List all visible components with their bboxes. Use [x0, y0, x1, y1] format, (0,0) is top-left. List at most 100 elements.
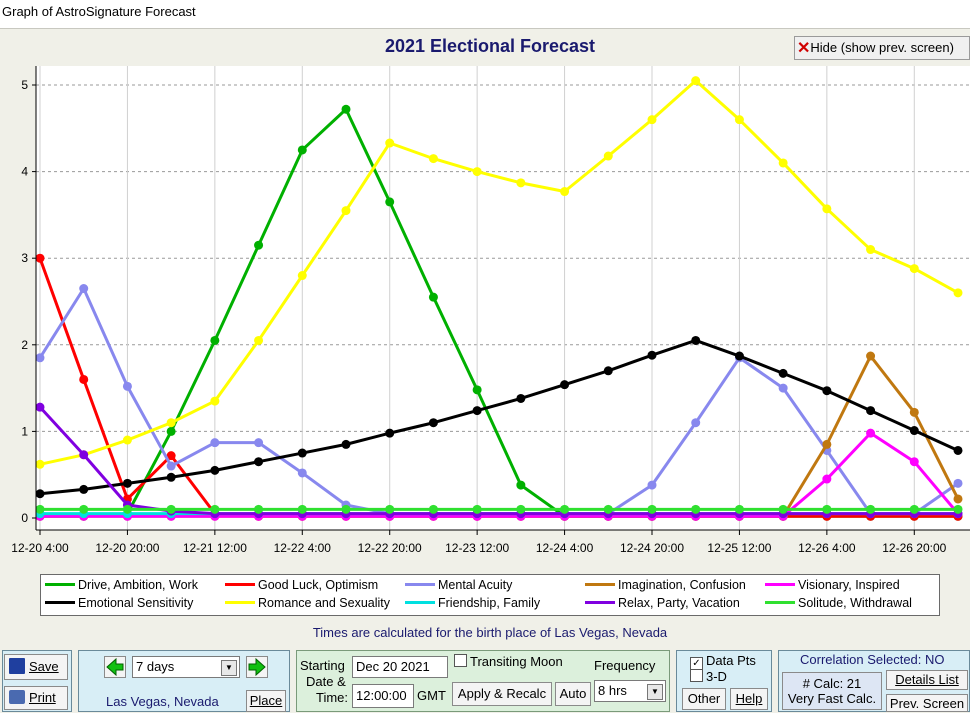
legend-label: Mental Acuity	[438, 578, 513, 592]
legend-entry: Good Luck, Optimism	[225, 578, 378, 592]
details-list-button[interactable]: Details List	[886, 670, 968, 690]
prev-screen-button[interactable]: Prev. Screen	[886, 694, 968, 712]
data-point-drive-ambition-work	[428, 292, 438, 302]
data-point-solitude-withdrawal	[691, 504, 701, 514]
next-period-button[interactable]	[246, 656, 268, 678]
y-tick-label: 1	[21, 424, 28, 438]
chart-title: 2021 Electional Forecast	[384, 36, 596, 56]
data-point-solitude-withdrawal	[734, 504, 744, 514]
three-d-checkbox[interactable]: 3-D	[690, 669, 727, 684]
data-point-romance-and-sexuality	[866, 245, 876, 255]
legend-entry: Solitude, Withdrawal	[765, 596, 912, 610]
data-point-emotional-sensitivity	[691, 335, 701, 345]
help-button-label: Help	[735, 691, 763, 706]
legend-swatch	[45, 583, 75, 587]
data-pts-checkbox[interactable]: ✓ Data Pts	[690, 653, 756, 670]
data-point-solitude-withdrawal	[822, 504, 832, 514]
help-button[interactable]: Help	[730, 688, 768, 710]
data-point-solitude-withdrawal	[909, 504, 919, 514]
plot-area	[36, 66, 970, 530]
data-point-relax-party-vacation	[79, 450, 89, 460]
arrow-right-icon	[248, 657, 266, 677]
data-point-imagination-confusion	[953, 494, 963, 504]
legend-entry: Emotional Sensitivity	[45, 596, 193, 610]
window-titlebar: Graph of AstroSignature Forecast	[0, 0, 970, 28]
data-point-solitude-withdrawal	[122, 504, 132, 514]
transiting-moon-checkbox[interactable]: Transiting Moon	[454, 654, 563, 669]
data-point-romance-and-sexuality	[778, 158, 788, 168]
data-point-mental-acuity	[778, 383, 788, 393]
other-button[interactable]: Other	[682, 688, 726, 710]
y-tick-label: 4	[21, 165, 28, 179]
data-point-solitude-withdrawal	[341, 504, 351, 514]
date-and-label: Date &	[306, 674, 346, 689]
data-point-drive-ambition-work	[341, 104, 351, 114]
data-pts-label: Data Pts	[706, 653, 756, 668]
legend-label: Drive, Ambition, Work	[78, 578, 198, 592]
data-point-emotional-sensitivity	[734, 351, 744, 361]
checkbox-unchecked-icon	[454, 654, 467, 667]
forecast-chart: 0 1 2 3 4 5 12-20 4:00 12-20 20:00 12-21 12:00 12…	[11, 66, 970, 555]
data-point-emotional-sensitivity	[472, 406, 482, 416]
legend-entry: Visionary, Inspired	[765, 578, 900, 592]
data-point-emotional-sensitivity	[79, 484, 89, 494]
frequency-select[interactable]: 8 hrs ▼	[594, 680, 666, 702]
legend-swatch	[585, 583, 615, 587]
print-button[interactable]: Print	[4, 686, 68, 710]
data-point-solitude-withdrawal	[428, 504, 438, 514]
gmt-label: GMT	[417, 688, 446, 703]
legend-entry: Imagination, Confusion	[585, 578, 746, 592]
data-point-drive-ambition-work	[166, 426, 176, 436]
place-button[interactable]: Place	[246, 690, 286, 712]
range-value: 7 days	[136, 659, 175, 674]
legend-label: Solitude, Withdrawal	[798, 596, 912, 610]
range-select[interactable]: 7 days ▼	[132, 656, 240, 678]
close-icon: ✕	[797, 40, 811, 57]
x-tick-label: 12-24 4:00	[536, 541, 594, 555]
calc-info: # Calc: 21 Very Fast Calc.	[782, 672, 882, 710]
data-point-mental-acuity	[79, 284, 89, 294]
legend-swatch	[405, 583, 435, 587]
data-point-mental-acuity	[297, 468, 307, 478]
hide-button[interactable]: ✕Hide (show prev. screen)	[794, 36, 970, 60]
data-point-mental-acuity	[254, 438, 264, 448]
printer-icon	[9, 690, 25, 704]
data-point-romance-and-sexuality	[210, 396, 220, 406]
hide-button-label: Hide (show prev. screen)	[810, 40, 954, 55]
time-field[interactable]: 12:00:00	[352, 684, 414, 708]
legend-label: Emotional Sensitivity	[78, 596, 194, 610]
series-line-romance-and-sexuality	[39, 79, 959, 466]
place-name: Las Vegas, Nevada	[106, 694, 219, 709]
chevron-down-icon: ▼	[221, 660, 237, 676]
correlation-status: Correlation Selected: NO	[800, 652, 945, 667]
auto-button[interactable]: Auto	[555, 682, 591, 706]
data-point-emotional-sensitivity	[385, 428, 395, 438]
legend-swatch	[225, 583, 255, 587]
data-point-romance-and-sexuality	[953, 288, 963, 298]
data-point-emotional-sensitivity	[516, 393, 526, 403]
floppy-disk-icon	[9, 658, 25, 674]
data-point-visionary-inspired	[822, 474, 832, 484]
data-point-mental-acuity	[691, 418, 701, 428]
data-point-romance-and-sexuality	[341, 206, 351, 216]
x-tick-label: 12-26 20:00	[882, 541, 946, 555]
data-point-solitude-withdrawal	[516, 504, 526, 514]
y-tick-label: 3	[21, 251, 28, 265]
x-tick-label: 12-22 20:00	[358, 541, 422, 555]
data-point-solitude-withdrawal	[603, 504, 613, 514]
data-point-drive-ambition-work	[516, 480, 526, 490]
data-point-emotional-sensitivity	[297, 448, 307, 458]
y-tick-label: 5	[21, 78, 28, 92]
data-point-emotional-sensitivity	[822, 386, 832, 396]
data-point-mental-acuity	[166, 461, 176, 471]
date-field[interactable]: Dec 20 2021	[352, 656, 448, 678]
legend-entry: Relax, Party, Vacation	[585, 596, 740, 610]
data-point-emotional-sensitivity	[603, 366, 613, 376]
previous-period-button[interactable]	[104, 656, 126, 678]
data-point-romance-and-sexuality	[428, 154, 438, 164]
legend-swatch	[405, 601, 435, 605]
data-point-mental-acuity	[210, 438, 220, 448]
save-button[interactable]: Save	[4, 654, 68, 680]
data-point-relax-party-vacation	[35, 402, 45, 412]
apply-recalc-button[interactable]: Apply & Recalc	[452, 682, 552, 706]
